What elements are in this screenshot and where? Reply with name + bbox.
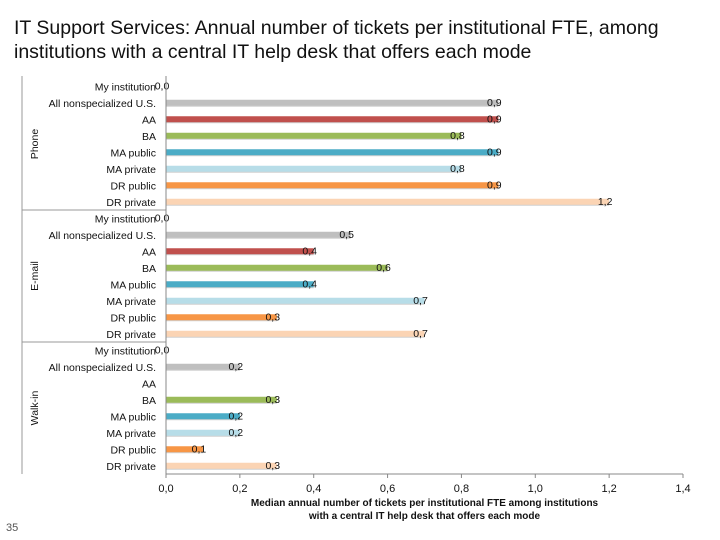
bar [166, 264, 388, 271]
bar [166, 182, 499, 189]
data-label: 0,3 [265, 460, 280, 472]
x-tick-label: 0,2 [232, 483, 247, 495]
data-label: 0,4 [302, 245, 317, 257]
category-label: MA public [110, 279, 156, 291]
x-tick-label: 0,0 [158, 483, 173, 495]
group-label: Phone [29, 129, 41, 160]
data-label: 0,2 [229, 410, 244, 422]
category-label: BA [142, 263, 156, 275]
data-label: 0,0 [155, 344, 170, 356]
slide-number: 35 [6, 522, 19, 534]
data-label: 0,3 [265, 394, 280, 406]
category-label: MA public [110, 147, 156, 159]
bar [166, 396, 277, 403]
category-label: DR public [110, 312, 156, 324]
data-label: 0,9 [487, 146, 502, 158]
data-label: 0,1 [192, 443, 207, 455]
slide-title: IT Support Services: Annual number of ti… [14, 17, 659, 63]
category-label: MA public [110, 411, 156, 423]
category-label: MA private [106, 428, 156, 440]
category-label: DR private [106, 329, 156, 341]
bar [166, 462, 277, 469]
data-label: 0,4 [302, 278, 317, 290]
bar [166, 446, 203, 453]
category-label: AA [142, 246, 156, 258]
category-label: DR public [110, 180, 156, 192]
data-label: 0,8 [450, 163, 465, 175]
category-label: All nonspecialized U.S. [49, 230, 156, 242]
x-tick-label: 0,4 [306, 483, 321, 495]
bar [166, 330, 425, 337]
bar [166, 231, 351, 238]
x-tick-label: 1,4 [675, 483, 690, 495]
bar [166, 99, 499, 106]
bar [166, 149, 499, 156]
bar [166, 248, 314, 255]
category-label: My institution [95, 345, 156, 357]
data-label: 0,7 [413, 328, 428, 340]
bar [166, 198, 610, 205]
x-tick-label: 1,0 [528, 483, 543, 495]
bar [166, 116, 499, 123]
category-label: All nonspecialized U.S. [49, 98, 156, 110]
data-label: 0,8 [450, 130, 465, 142]
data-label: 0,9 [487, 113, 502, 125]
data-label: 0,2 [229, 427, 244, 439]
category-label: AA [142, 114, 156, 126]
data-label: 0,0 [155, 212, 170, 224]
bar [166, 297, 425, 304]
data-label: 0,9 [487, 179, 502, 191]
x-tick-label: 1,2 [601, 483, 616, 495]
x-tick-label: 0,6 [380, 483, 395, 495]
data-label: 0,3 [265, 311, 280, 323]
category-label: DR public [110, 444, 156, 456]
x-axis-title: Median annual number of tickets per inst… [251, 498, 599, 522]
bar [166, 314, 277, 321]
category-label: DR private [106, 461, 156, 473]
x-tick-label: 0,8 [454, 483, 469, 495]
bar [166, 413, 240, 420]
bar [166, 281, 314, 288]
bar [166, 132, 462, 139]
bar [166, 363, 240, 370]
category-label: BA [142, 395, 156, 407]
category-label: All nonspecialized U.S. [49, 362, 156, 374]
category-label: BA [142, 131, 156, 143]
category-label: MA private [106, 164, 156, 176]
group-label: Walk-in [29, 391, 41, 426]
data-label: 0,9 [487, 97, 502, 109]
data-label: 0,2 [229, 361, 244, 373]
data-label: 1,2 [598, 196, 613, 208]
category-label: DR private [106, 197, 156, 209]
category-label: My institution [95, 213, 156, 225]
data-label: 0,0 [155, 80, 170, 92]
data-label: 0,5 [339, 229, 354, 241]
data-label: 0,7 [413, 295, 428, 307]
category-label: AA [142, 378, 156, 390]
data-label: 0,6 [376, 262, 391, 274]
group-label: E-mail [29, 261, 41, 291]
category-label: My institution [95, 81, 156, 93]
bar [166, 429, 240, 436]
bar [166, 165, 462, 172]
category-label: MA private [106, 296, 156, 308]
